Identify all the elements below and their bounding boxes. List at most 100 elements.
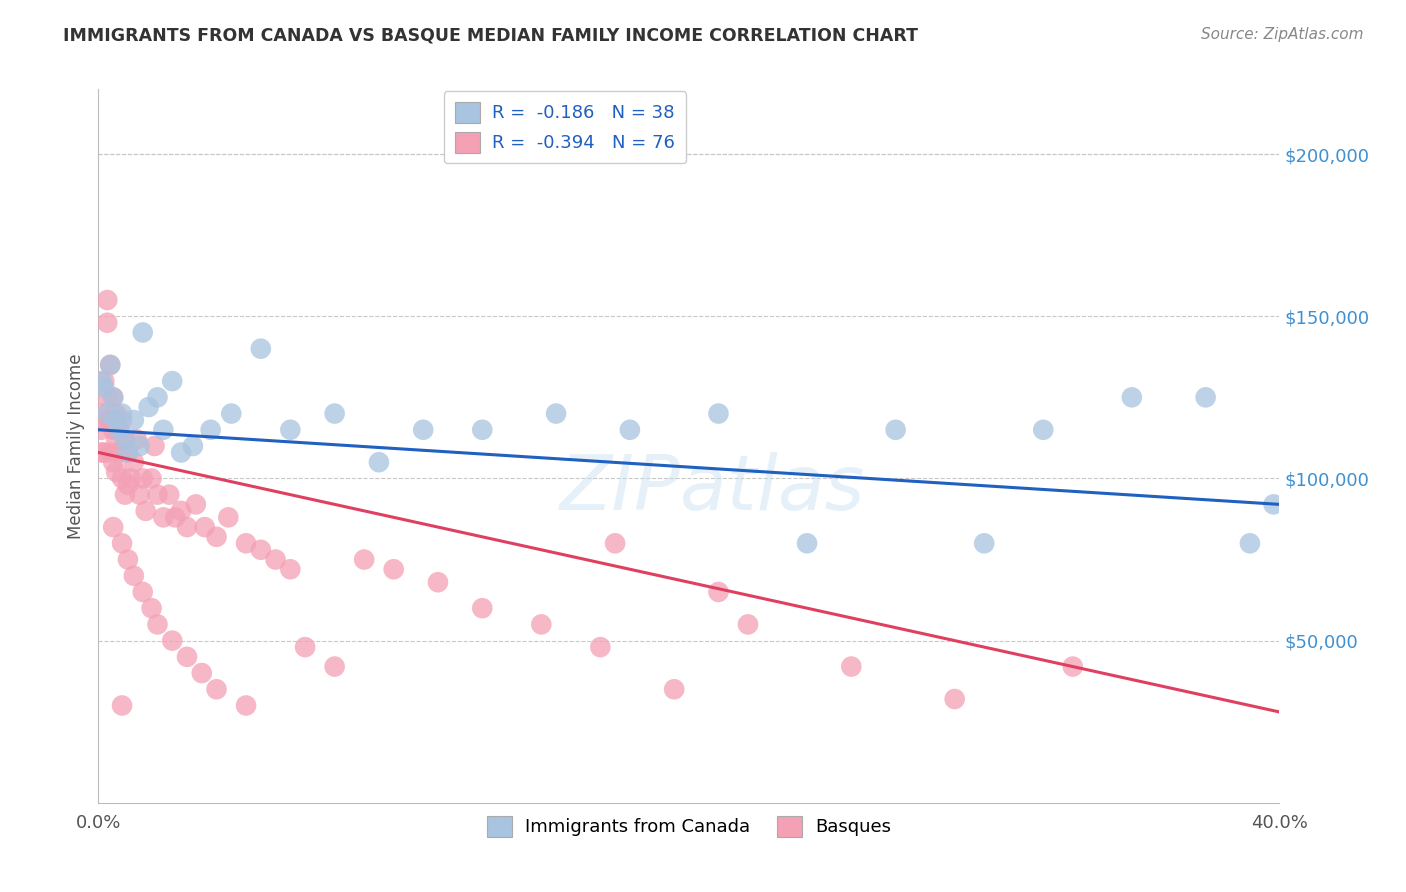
Point bbox=[235, 536, 257, 550]
Point bbox=[170, 504, 193, 518]
Point bbox=[1121, 390, 1143, 404]
Point bbox=[152, 510, 174, 524]
Point bbox=[103, 390, 125, 404]
Point bbox=[217, 510, 239, 524]
Point bbox=[132, 326, 155, 340]
Point bbox=[427, 575, 450, 590]
Point bbox=[98, 445, 121, 459]
Point bbox=[323, 659, 346, 673]
Point bbox=[117, 478, 139, 492]
Point bbox=[93, 445, 115, 459]
Point bbox=[1239, 536, 1261, 550]
Point bbox=[471, 423, 494, 437]
Point bbox=[105, 465, 128, 479]
Point bbox=[117, 445, 139, 459]
Point bbox=[191, 666, 214, 681]
Text: IMMIGRANTS FROM CANADA VS BASQUE MEDIAN FAMILY INCOME CORRELATION CHART: IMMIGRANTS FROM CANADA VS BASQUE MEDIAN … bbox=[63, 27, 918, 45]
Point bbox=[98, 413, 121, 427]
Point bbox=[128, 439, 150, 453]
Point bbox=[368, 455, 391, 469]
Point bbox=[382, 562, 405, 576]
Point bbox=[96, 316, 118, 330]
Point bbox=[1263, 497, 1285, 511]
Point bbox=[471, 601, 494, 615]
Point bbox=[184, 497, 207, 511]
Y-axis label: Median Family Income: Median Family Income bbox=[66, 353, 84, 539]
Point bbox=[93, 374, 115, 388]
Point bbox=[114, 488, 136, 502]
Point bbox=[111, 471, 134, 485]
Point bbox=[176, 520, 198, 534]
Point bbox=[280, 423, 302, 437]
Point bbox=[181, 439, 204, 453]
Point bbox=[162, 374, 183, 388]
Point bbox=[103, 455, 125, 469]
Point bbox=[103, 520, 125, 534]
Point bbox=[176, 649, 198, 664]
Legend: Immigrants from Canada, Basques: Immigrants from Canada, Basques bbox=[479, 808, 898, 844]
Point bbox=[353, 552, 375, 566]
Point bbox=[108, 445, 131, 459]
Point bbox=[90, 423, 112, 437]
Point bbox=[135, 504, 157, 518]
Point bbox=[973, 536, 995, 550]
Point bbox=[117, 552, 139, 566]
Point bbox=[1195, 390, 1218, 404]
Point bbox=[250, 342, 273, 356]
Point bbox=[117, 445, 139, 459]
Point bbox=[98, 358, 121, 372]
Text: Source: ZipAtlas.com: Source: ZipAtlas.com bbox=[1201, 27, 1364, 42]
Point bbox=[132, 585, 155, 599]
Point bbox=[146, 488, 169, 502]
Point bbox=[93, 413, 115, 427]
Point bbox=[111, 413, 134, 427]
Point bbox=[162, 633, 183, 648]
Point bbox=[280, 562, 302, 576]
Point bbox=[132, 471, 155, 485]
Point bbox=[152, 423, 174, 437]
Point bbox=[90, 407, 112, 421]
Point bbox=[796, 536, 818, 550]
Point bbox=[170, 445, 193, 459]
Point bbox=[96, 293, 118, 307]
Point bbox=[122, 455, 145, 469]
Point bbox=[143, 439, 166, 453]
Point bbox=[93, 381, 115, 395]
Point bbox=[146, 390, 169, 404]
Point bbox=[884, 423, 907, 437]
Point bbox=[165, 510, 187, 524]
Point bbox=[146, 617, 169, 632]
Point bbox=[111, 698, 134, 713]
Point bbox=[530, 617, 553, 632]
Point bbox=[250, 542, 273, 557]
Point bbox=[111, 407, 134, 421]
Point bbox=[1062, 659, 1084, 673]
Point bbox=[205, 530, 228, 544]
Point bbox=[125, 433, 148, 447]
Point bbox=[114, 433, 136, 447]
Point bbox=[138, 400, 160, 414]
Point bbox=[90, 445, 112, 459]
Point bbox=[737, 617, 759, 632]
Point bbox=[96, 390, 118, 404]
Point bbox=[105, 433, 128, 447]
Point bbox=[103, 423, 125, 437]
Point bbox=[235, 698, 257, 713]
Point bbox=[122, 413, 145, 427]
Point bbox=[841, 659, 863, 673]
Point bbox=[128, 488, 150, 502]
Point bbox=[108, 423, 131, 437]
Point bbox=[264, 552, 287, 566]
Point bbox=[194, 520, 217, 534]
Point bbox=[412, 423, 434, 437]
Point bbox=[157, 488, 180, 502]
Point bbox=[205, 682, 228, 697]
Point bbox=[589, 640, 612, 654]
Text: ZIPatlas: ZIPatlas bbox=[560, 452, 865, 525]
Point bbox=[105, 407, 128, 421]
Point bbox=[141, 601, 163, 615]
Point bbox=[120, 471, 142, 485]
Point bbox=[943, 692, 966, 706]
Point bbox=[96, 407, 118, 421]
Point bbox=[664, 682, 686, 697]
